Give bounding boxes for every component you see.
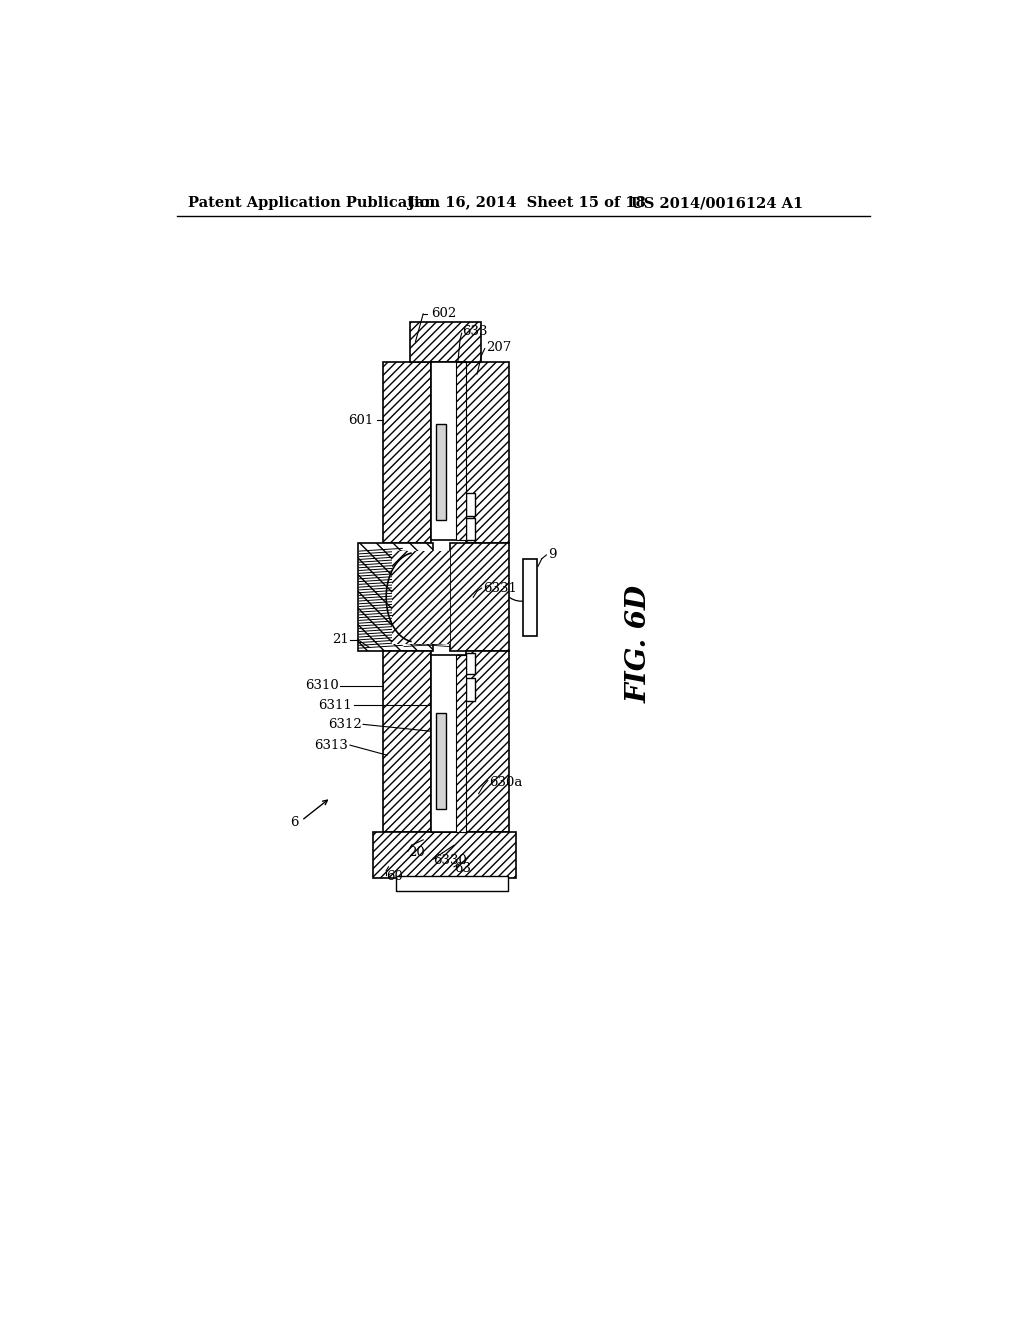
Bar (396, 876, 508, 891)
Bar (383, 363, 431, 544)
Text: 6312: 6312 (328, 718, 361, 731)
Text: US 2014/0016124 A1: US 2014/0016124 A1 (631, 197, 803, 210)
Bar (451, 544, 509, 651)
Bar (431, 363, 466, 540)
Text: 6311: 6311 (318, 698, 352, 711)
Bar (357, 544, 433, 651)
Text: 602: 602 (431, 308, 456, 321)
Bar (456, 655, 466, 832)
Bar (466, 494, 475, 516)
Text: 60: 60 (386, 870, 403, 883)
Bar (410, 322, 481, 363)
Text: 630a: 630a (489, 776, 523, 788)
Text: 63: 63 (454, 862, 471, 875)
Text: 6313: 6313 (314, 739, 348, 751)
Text: 6310: 6310 (305, 680, 339, 693)
Bar (466, 678, 475, 701)
Text: 601: 601 (348, 413, 373, 426)
Bar (431, 655, 466, 832)
Bar (373, 832, 515, 878)
Bar (466, 517, 475, 540)
Text: 207: 207 (486, 341, 512, 354)
Bar (456, 363, 466, 540)
Text: 6331: 6331 (483, 582, 517, 594)
Text: 6330: 6330 (433, 854, 467, 867)
Bar (466, 653, 475, 675)
Bar (523, 558, 538, 636)
Text: 21: 21 (332, 634, 348, 647)
Text: Patent Application Publication: Patent Application Publication (188, 197, 440, 210)
Bar (466, 363, 509, 544)
Bar (466, 651, 509, 832)
Bar (392, 552, 451, 644)
Bar (436, 424, 446, 520)
Bar (383, 651, 431, 832)
Bar (436, 713, 446, 809)
Text: FIG. 6D: FIG. 6D (626, 585, 652, 702)
Text: 633: 633 (462, 325, 487, 338)
Text: 9: 9 (548, 548, 556, 561)
Text: Jan. 16, 2014  Sheet 15 of 18: Jan. 16, 2014 Sheet 15 of 18 (408, 197, 645, 210)
Text: 20: 20 (408, 846, 425, 859)
Text: 6: 6 (290, 816, 298, 829)
